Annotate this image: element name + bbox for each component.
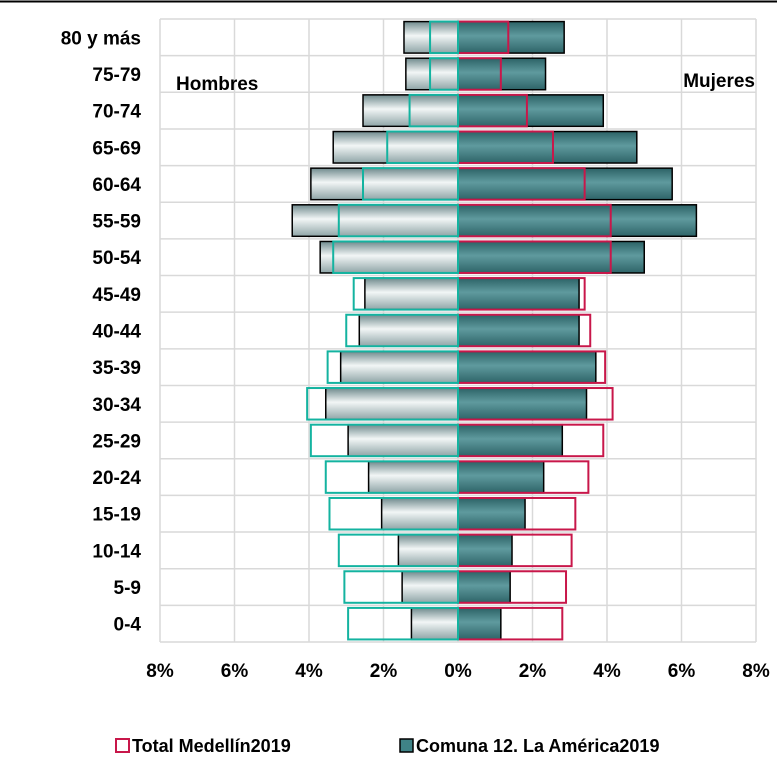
bar-medellin-male-75-79 [429,57,459,91]
bar-comuna-male-30-34 [325,387,459,421]
bar-comuna-male-15-19 [380,497,459,531]
category-labels: 0-4 5-9 10-14 15-19 20-24 25-29 30-34 35-39 40-4… [61,28,142,635]
bar-comuna-female-70-74 [457,94,605,128]
bar-medellin-male-70-74 [408,93,460,128]
bar-comuna-male-5-9 [401,570,459,604]
bar-comuna-male-45-49 [364,277,459,311]
bar-comuna-male-65-69 [332,130,459,164]
bar-comuna-male-50-54 [319,240,459,274]
legend: Total Medellín2019 Comuna 12. La América… [115,736,659,756]
annotation-mujeres: Mujeres [683,71,755,92]
bar-comuna-female-35-39 [457,350,597,384]
bar-medellin-male-10-14 [337,533,459,568]
bar-comuna-female-55-59 [457,204,698,238]
bar-medellin-male-30-34 [306,387,460,421]
bar-comuna-female-0-4 [457,607,502,641]
bar-comuna-female-40-44 [457,313,580,348]
bar-comuna-female-60-64 [457,167,673,201]
bar-medellin-male-15-19 [328,496,459,531]
category-label: 35-39 [92,358,141,379]
x-tick-label: 8% [742,661,770,682]
category-label: 10-14 [92,541,141,562]
x-tick-label: 4% [295,661,323,682]
bar-comuna-male-25-29 [347,423,459,457]
bar-medellin-male-25-29 [309,423,459,458]
x-tick-label: 8% [146,661,174,682]
x-tick-label: 6% [668,661,696,682]
bar-medellin-male-80 y más [429,20,459,55]
bar-medellin-male-20-24 [324,460,460,494]
legend-swatch-comuna [399,738,414,753]
bar-comuna-female-10-14 [457,533,513,567]
x-tick-labels: 8% 6% 4% 2% 0% 2% 4% 6% 8% [146,661,770,682]
bar-comuna-male-75-79 [405,57,459,91]
category-label: 70-74 [92,102,141,123]
bar-medellin-male-5-9 [343,570,460,604]
bar-comuna-male-10-14 [397,533,459,567]
category-label: 5-9 [114,578,141,599]
bar-medellin-male-50-54 [332,240,459,274]
legend-swatch-total [115,738,130,753]
bar-comuna-female-45-49 [457,277,580,311]
category-label: 40-44 [92,322,141,343]
x-tick-label: 4% [593,661,621,682]
bar-comuna-female-30-34 [457,387,588,421]
bar-comuna-female-80 y más [457,20,565,54]
category-label: 0-4 [114,615,142,636]
bar-comuna-male-40-44 [358,313,459,348]
legend-label-comuna: Comuna 12. La América2019 [416,736,659,756]
category-label: 25-29 [92,431,141,452]
bar-comuna-male-60-64 [310,167,459,201]
category-label: 45-49 [92,285,141,306]
category-label: 65-69 [92,138,141,159]
category-label: 80 y más [61,28,141,49]
annotation-hombres: Hombres [176,74,258,95]
category-label: 20-24 [92,468,141,489]
bar-comuna-male-35-39 [339,350,459,384]
bar-medellin-male-35-39 [326,350,459,384]
bar-comuna-male-55-59 [291,204,459,238]
bar-medellin-male-45-49 [352,277,460,311]
bars-layer [291,20,698,641]
bar-medellin-male-60-64 [362,167,460,201]
x-tick-label: 0% [444,661,472,682]
bar-medellin-male-0-4 [347,606,459,641]
bar-comuna-female-5-9 [457,570,511,604]
legend-label-total: Total Medellín2019 [132,736,291,756]
bar-medellin-male-40-44 [345,313,459,348]
bar-comuna-female-15-19 [457,497,526,531]
x-tick-label: 6% [221,661,249,682]
bar-comuna-female-50-54 [457,240,645,274]
bar-comuna-female-25-29 [457,423,564,457]
category-label: 60-64 [92,175,141,196]
x-tick-label: 2% [519,661,547,682]
bar-comuna-male-0-4 [410,607,459,641]
x-tick-label: 2% [370,661,398,682]
bar-comuna-male-20-24 [367,460,459,494]
category-label: 15-19 [92,505,141,526]
bar-comuna-female-65-69 [457,130,638,164]
bar-comuna-female-20-24 [457,460,545,494]
category-label: 55-59 [92,212,141,233]
category-label: 75-79 [92,65,141,86]
category-label: 50-54 [92,248,141,269]
category-label: 30-34 [92,395,141,416]
bar-medellin-male-65-69 [386,130,460,165]
bar-medellin-male-55-59 [337,203,459,238]
